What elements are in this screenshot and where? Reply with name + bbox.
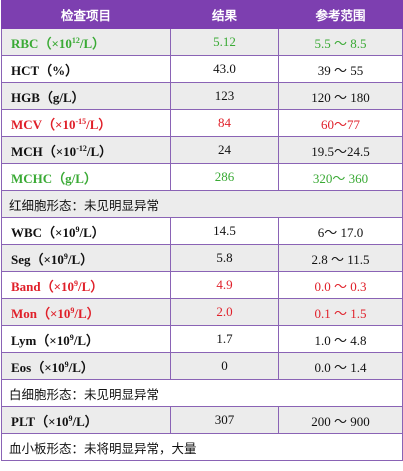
result-value: 24: [170, 136, 279, 164]
test-name-text: Band（×10: [11, 278, 75, 294]
test-unit-suffix: /L）: [79, 35, 106, 51]
result-value: 5.8: [170, 244, 279, 272]
note-text: 白细胞形态：未见明显异常: [1, 379, 403, 407]
test-name: HCT（%）: [1, 55, 171, 83]
test-unit-exponent: 12: [71, 35, 80, 45]
note-text: 血小板形态：未将明显异常，大量: [1, 433, 403, 461]
table-row: PLT（×109/L） 307 200 ～ 900: [1, 406, 403, 434]
result-value: 0: [170, 352, 279, 380]
test-name-text: WBC（×10: [11, 224, 76, 240]
test-name-text: Mon（×10: [11, 305, 71, 321]
blood-test-table: 检查项目 结果 参考范围 RBC（×1012/L） 5.12 5.5 ～ 8.5 HC…: [1, 0, 403, 461]
test-unit-exponent: 9: [64, 359, 69, 369]
result-value: 43.0: [170, 55, 279, 83]
test-name: Eos（×109/L）: [1, 352, 171, 380]
result-value: 1.7: [170, 325, 279, 353]
reference-range: 19.5～24.5: [278, 136, 403, 164]
reference-range: 320～ 360: [278, 163, 403, 191]
table-row: Lym（×109/L） 1.7 1.0 ～ 4.8: [1, 325, 403, 353]
test-name: Mon（×109/L）: [1, 298, 171, 326]
note-row: 红细胞形态：未见明显异常: [1, 190, 403, 218]
test-name: RBC（×1012/L）: [1, 28, 171, 56]
reference-range: 39 ～ 55: [278, 55, 403, 83]
reference-range: 5.5 ～ 8.5: [278, 28, 403, 56]
table-row: HCT（%） 43.0 39 ～ 55: [1, 55, 403, 83]
note-text: 红细胞形态：未见明显异常: [1, 190, 403, 218]
table-row: MCV（×10-15/L） 84 60～77: [1, 109, 403, 137]
table-row: WBC（×109/L） 14.5 6～ 17.0: [1, 217, 403, 245]
reference-range: 200 ～ 900: [278, 406, 403, 434]
result-value: 2.0: [170, 298, 279, 326]
test-name-text: MCV（×10: [11, 116, 76, 132]
result-value: 4.9: [170, 271, 279, 299]
test-unit-suffix: /L）: [79, 224, 105, 240]
result-value: 286: [170, 163, 279, 191]
table-row: Mon（×109/L） 2.0 0.1 ～ 1.5: [1, 298, 403, 326]
test-unit-suffix: /L）: [78, 278, 104, 294]
reference-range: 1.0 ～ 4.8: [278, 325, 403, 353]
test-name: MCV（×10-15/L）: [1, 109, 171, 137]
header-row: 检查项目 结果 参考范围: [1, 0, 403, 29]
test-name: HGB（g/L）: [1, 82, 171, 110]
reference-range: 2.8 ～ 11.5: [278, 244, 403, 272]
test-unit-exponent: 9: [63, 251, 68, 261]
test-unit-suffix: /L）: [74, 305, 100, 321]
table-row: Eos（×109/L） 0 0.0 ～ 1.4: [1, 352, 403, 380]
test-unit-exponent: 9: [70, 305, 75, 315]
test-unit-suffix: /L）: [72, 413, 98, 429]
table-body: RBC（×1012/L） 5.12 5.5 ～ 8.5 HCT（%） 43.0 39 ～ …: [1, 28, 403, 461]
test-unit-exponent: 9: [75, 224, 80, 234]
reference-range: 120 ～ 180: [278, 82, 403, 110]
reference-range: 0.1 ～ 1.5: [278, 298, 403, 326]
header-result: 结果: [170, 0, 279, 29]
test-name: PLT（×109/L）: [1, 406, 171, 434]
test-name-text: MCHC（g/L）: [11, 170, 97, 186]
result-value: 84: [170, 109, 279, 137]
test-name-text: Seg（×10: [11, 251, 64, 267]
table-row: MCHC（g/L） 286 320～ 360: [1, 163, 403, 191]
result-value: 14.5: [170, 217, 279, 245]
table-row: Band（×109/L） 4.9 0.0 ～ 0.3: [1, 271, 403, 299]
test-name: MCHC（g/L）: [1, 163, 171, 191]
test-unit-suffix: /L）: [67, 251, 94, 267]
header-item: 检查项目: [1, 0, 171, 29]
test-name: Band（×109/L）: [1, 271, 171, 299]
reference-range: 60～77: [278, 109, 403, 137]
result-value: 307: [170, 406, 279, 434]
test-name-text: RBC（×10: [11, 35, 72, 51]
test-name-text: HCT（%）: [11, 62, 79, 78]
test-unit-exponent: -12: [76, 143, 87, 153]
blood-test-table-container: 检查项目 结果 参考范围 RBC（×1012/L） 5.12 5.5 ～ 8.5 HC…: [1, 0, 403, 461]
test-name: MCH（×10-12/L）: [1, 136, 171, 164]
test-unit-exponent: 9: [74, 278, 79, 288]
test-name: Lym（×109/L）: [1, 325, 171, 353]
test-unit-exponent: -15: [75, 116, 87, 126]
test-name-text: HGB（g/L）: [11, 89, 85, 105]
table-row: RBC（×1012/L） 5.12 5.5 ～ 8.5: [1, 28, 403, 56]
test-unit-suffix: /L）: [68, 359, 94, 375]
test-name: Seg（×109/L）: [1, 244, 171, 272]
test-unit-suffix: /L）: [86, 143, 113, 159]
result-value: 123: [170, 82, 279, 110]
note-row: 血小板形态：未将明显异常，大量: [1, 433, 403, 461]
test-unit-suffix: /L）: [73, 332, 99, 348]
test-unit-exponent: 9: [69, 332, 74, 342]
table-row: HGB（g/L） 123 120 ～ 180: [1, 82, 403, 110]
reference-range: 6～ 17.0: [278, 217, 403, 245]
test-name: WBC（×109/L）: [1, 217, 171, 245]
header-range: 参考范围: [278, 0, 403, 29]
table-row: Seg（×109/L） 5.8 2.8 ～ 11.5: [1, 244, 403, 272]
test-name-text: PLT（×10: [11, 413, 69, 429]
test-unit-suffix: /L）: [86, 116, 112, 132]
test-unit-exponent: 9: [68, 413, 73, 423]
test-name-text: Lym（×10: [11, 332, 70, 348]
test-name-text: Eos（×10: [11, 359, 65, 375]
table-row: MCH（×10-12/L） 24 19.5～24.5: [1, 136, 403, 164]
reference-range: 0.0 ～ 1.4: [278, 352, 403, 380]
test-name-text: MCH（×10: [11, 143, 77, 159]
reference-range: 0.0 ～ 0.3: [278, 271, 403, 299]
result-value: 5.12: [170, 28, 279, 56]
note-row: 白细胞形态：未见明显异常: [1, 379, 403, 407]
